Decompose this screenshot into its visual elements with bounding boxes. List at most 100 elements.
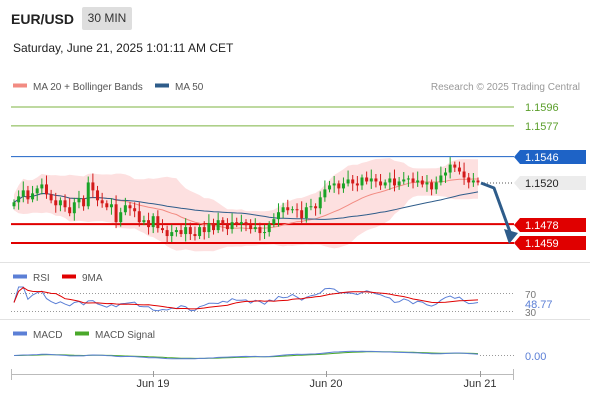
candle-body: [63, 200, 67, 208]
candle-body: [267, 224, 271, 233]
rsi-lines: [13, 286, 479, 312]
rsi-9ma-line: [13, 286, 479, 310]
x-tick-label-jun19: Jun 19: [136, 378, 169, 390]
candle-body: [295, 209, 299, 211]
candle-body: [369, 178, 373, 182]
candle-body: [272, 219, 276, 225]
price-label-1.1459: 1.1459: [525, 238, 559, 250]
price-label-1.1478: 1.1478: [525, 220, 559, 232]
candle-body: [26, 190, 30, 200]
legend-ma20-label: MA 20 + Bollinger Bands: [33, 82, 143, 93]
candle-body: [332, 183, 336, 186]
forecast-arrow: [480, 181, 512, 233]
candle-body: [105, 203, 109, 208]
candle-body: [188, 227, 192, 235]
candle-body: [147, 220, 151, 228]
candle-body: [476, 180, 480, 183]
candle-body: [86, 182, 90, 207]
chart-datetime: Saturday, June 21, 2025 1:01:11 AM CET: [13, 41, 234, 55]
candle-body: [216, 220, 220, 231]
candle-body: [225, 224, 229, 230]
timeframe-selector[interactable]: 30 MIN: [82, 7, 132, 30]
candles: [12, 157, 480, 244]
price-label-1.1596: 1.1596: [525, 102, 559, 114]
candle-body: [160, 228, 164, 231]
candle-body: [258, 227, 262, 234]
candle-body: [193, 234, 197, 237]
legend-macd-label: MACD: [33, 330, 62, 341]
legend-swatch-ma20: [13, 83, 27, 88]
candle-body: [128, 205, 132, 209]
legend-rsi-label: RSI: [33, 273, 50, 284]
support-tag-2: [514, 236, 586, 250]
candle-body: [109, 204, 113, 208]
rsi-line: [13, 286, 479, 312]
candle-body: [346, 179, 350, 184]
candle-body: [221, 220, 225, 225]
candle-body: [44, 184, 48, 195]
macd-line: [13, 350, 479, 360]
candle-body: [286, 207, 290, 211]
candle-body: [54, 200, 58, 206]
candle-body: [434, 182, 438, 190]
candle-body: [230, 222, 234, 230]
candle-body: [202, 227, 206, 233]
candle-body: [314, 206, 318, 209]
candle-body: [383, 182, 387, 186]
candle-body: [411, 178, 415, 183]
candle-body: [448, 164, 452, 173]
price-label-1.1520: 1.1520: [525, 178, 559, 190]
candle-body: [179, 230, 183, 235]
macd-lines: [13, 350, 479, 360]
candle-body: [374, 178, 378, 182]
candle-body: [58, 200, 62, 206]
price-label-1.1577: 1.1577: [525, 121, 559, 133]
candle-body: [239, 222, 243, 225]
candle-body: [244, 222, 248, 226]
candle-body: [174, 230, 178, 233]
candle-body: [439, 175, 443, 183]
legend-swatch-9ma: [62, 274, 76, 279]
candle-body: [365, 177, 369, 182]
candle-body: [425, 182, 429, 185]
candle-body: [397, 181, 401, 186]
x-tick-label-jun20: Jun 20: [309, 378, 342, 390]
candle-body: [392, 178, 396, 186]
candle-body: [91, 182, 95, 191]
candle-body: [402, 179, 406, 182]
ma50-line: [13, 191, 479, 220]
candle-body: [123, 205, 127, 213]
candle-body: [49, 194, 53, 201]
candle-body: [165, 230, 169, 237]
candle-body: [444, 172, 448, 176]
candle-body: [156, 216, 160, 229]
legend-swatch-ma50: [155, 83, 169, 88]
candle-body: [72, 202, 76, 214]
candle-body: [388, 178, 392, 183]
candle-body: [249, 225, 253, 230]
legend-ma50-label: MA 50: [175, 82, 204, 93]
candle-body: [17, 196, 21, 203]
candle-body: [21, 190, 25, 197]
candle-body: [40, 184, 44, 189]
candle-body: [82, 198, 86, 207]
candle-body: [281, 207, 285, 213]
last-price-tag: [514, 176, 586, 190]
rsi-70-label: 70: [525, 290, 537, 301]
candle-body: [77, 198, 81, 203]
candle-body: [114, 204, 118, 223]
candle-body: [151, 216, 155, 228]
candle-body: [467, 177, 471, 183]
legend-9ma-label: 9MA: [82, 273, 103, 284]
candle-body: [290, 209, 294, 211]
candle-body: [457, 167, 461, 172]
candle-body: [142, 220, 146, 223]
macd-value-label: 0.00: [525, 351, 546, 363]
candle-body: [100, 200, 104, 204]
legend-macd-signal-label: MACD Signal: [95, 330, 155, 341]
forecast-arrowhead: [504, 229, 518, 244]
candle-body: [235, 222, 239, 225]
candle-body: [416, 180, 420, 183]
